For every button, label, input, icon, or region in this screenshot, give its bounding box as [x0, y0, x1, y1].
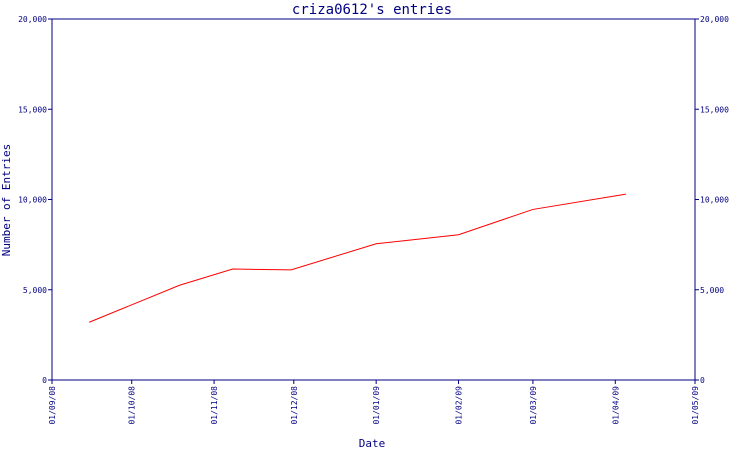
y-tick-label-right: 15,000 [700, 105, 729, 114]
x-tick-label: 01/12/08 [290, 386, 299, 425]
y-axis-ticks-left: 0 5,000 10,000 15,000 20,000 [18, 15, 52, 385]
x-axis-ticks: 01/09/08 01/10/08 01/11/08 01/12/08 01/01/09… [48, 380, 700, 425]
y-tick-label-left: 10,000 [18, 196, 47, 205]
x-tick-label: 01/04/09 [611, 386, 620, 425]
x-tick-label: 01/01/09 [372, 386, 381, 425]
x-tick-label: 01/05/09 [691, 386, 700, 425]
y-tick-label-right: 20,000 [700, 15, 729, 24]
y-tick-label-right: 5,000 [700, 286, 724, 295]
series-point-1-3 [232, 268, 233, 269]
x-tick-label: 01/11/08 [210, 386, 219, 425]
y-tick-label-left: 0 [42, 376, 47, 385]
x-tick-label: 01/02/09 [455, 386, 464, 425]
series-point-1-6 [458, 234, 459, 235]
series-point-1-7 [532, 209, 533, 210]
y-axis-label: Number of Entries [0, 144, 13, 257]
series-line-1 [89, 193, 626, 323]
x-tick-label: 01/09/08 [48, 386, 57, 425]
x-tick-label: 01/10/08 [128, 386, 137, 425]
plot-area-frame [51, 18, 696, 381]
y-tick-label-right: 0 [700, 376, 705, 385]
y-tick-label-left: 15,000 [18, 105, 47, 114]
series-point-1-2 [179, 285, 180, 286]
y-tick-label-left: 20,000 [18, 15, 47, 24]
series-point-1-8 [625, 193, 626, 194]
series-point-1-5 [376, 243, 377, 244]
y-tick-label-left: 5,000 [23, 286, 47, 295]
chart-title: criza0612's entries [292, 2, 452, 18]
x-axis-label: Date [359, 437, 386, 450]
series-point-1-1 [89, 322, 90, 323]
y-tick-label-right: 10,000 [700, 196, 729, 205]
series-point-1-4 [291, 269, 292, 270]
x-tick-label: 01/03/09 [529, 386, 538, 425]
data-series-group [89, 193, 626, 323]
y-axis-ticks-right: 0 5,000 10,000 15,000 20,000 [695, 15, 729, 385]
